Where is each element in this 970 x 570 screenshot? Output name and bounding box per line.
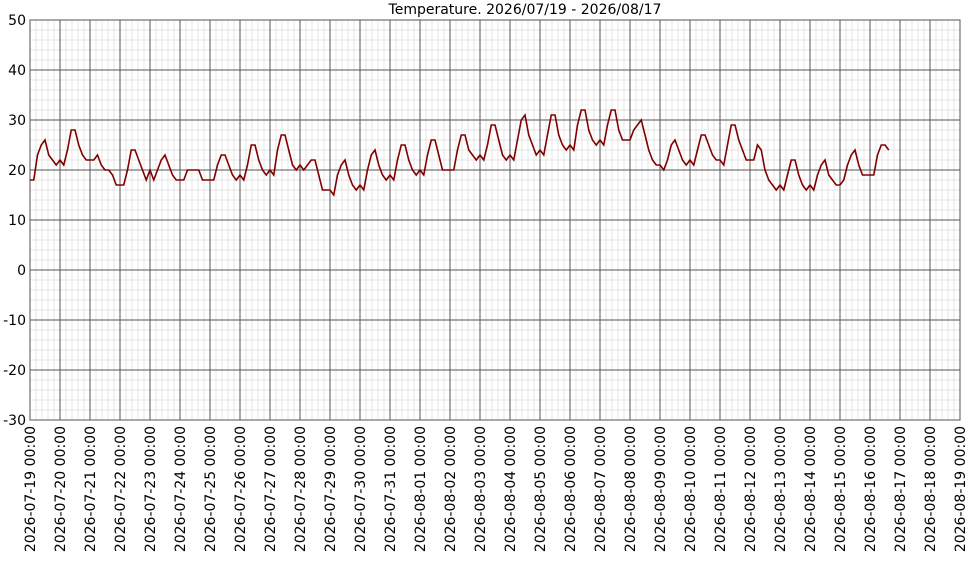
data-line [30, 109, 890, 197]
x-tick-label: 2026-08-04 00:00 [503, 426, 519, 552]
x-tick-label: 2026-07-22 00:00 [113, 426, 129, 552]
x-tick-label: 2026-07-31 00:00 [383, 426, 399, 552]
x-tick-label: 2026-08-17 00:00 [893, 426, 909, 552]
x-tick-label: 2026-08-10 00:00 [683, 426, 699, 552]
y-tick-label: 30 [8, 113, 26, 129]
x-tick-label: 2026-07-20 00:00 [53, 426, 69, 552]
y-tick-label: 0 [17, 263, 26, 279]
plot-border [29, 19, 961, 421]
x-tick-label: 2026-07-21 00:00 [83, 426, 99, 552]
x-tick-label: 2026-08-15 00:00 [833, 426, 849, 552]
x-tick-label: 2026-08-19 00:00 [953, 426, 969, 552]
x-tick-label: 2026-08-05 00:00 [533, 426, 549, 552]
x-tick-label: 2026-07-30 00:00 [353, 426, 369, 552]
x-tick-label: 2026-07-23 00:00 [143, 426, 159, 552]
x-tick-label: 2026-08-08 00:00 [623, 426, 639, 552]
x-tick-label: 2026-08-01 00:00 [413, 426, 429, 552]
y-tick-label: 40 [8, 63, 26, 79]
x-tick-label: 2026-07-27 00:00 [263, 426, 279, 552]
x-tick-label: 2026-07-24 00:00 [173, 426, 189, 552]
y-tick-label: -30 [3, 413, 26, 429]
x-tick-label: 2026-08-09 00:00 [653, 426, 669, 552]
x-tick-label: 2026-08-13 00:00 [773, 426, 789, 552]
x-tick-label: 2026-08-06 00:00 [563, 426, 579, 552]
x-tick-label: 2026-08-02 00:00 [443, 426, 459, 552]
y-tick-label: 20 [8, 163, 26, 179]
y-tick-label: -10 [3, 313, 26, 329]
x-tick-label: 2026-08-18 00:00 [923, 426, 939, 552]
y-tick-label: 50 [8, 13, 26, 29]
y-tick-label: 10 [8, 213, 26, 229]
x-tick-label: 2026-08-03 00:00 [473, 426, 489, 552]
x-tick-label: 2026-08-07 00:00 [593, 426, 609, 552]
y-tick-label: -20 [3, 363, 26, 379]
x-tick-label: 2026-07-28 00:00 [293, 426, 309, 552]
x-tick-label: 2026-08-11 00:00 [713, 426, 729, 552]
x-tick-label: 2026-08-12 00:00 [743, 426, 759, 552]
chart-title: Temperature. 2026/07/19 - 2026/08/17 [388, 2, 662, 18]
x-tick-label: 2026-08-16 00:00 [863, 426, 879, 552]
x-tick-label: 2026-07-29 00:00 [323, 426, 339, 552]
x-tick-label: 2026-07-19 00:00 [23, 426, 39, 552]
x-tick-label: 2026-07-25 00:00 [203, 426, 219, 552]
x-tick-label: 2026-08-14 00:00 [803, 426, 819, 552]
x-tick-label: 2026-07-26 00:00 [233, 426, 249, 552]
